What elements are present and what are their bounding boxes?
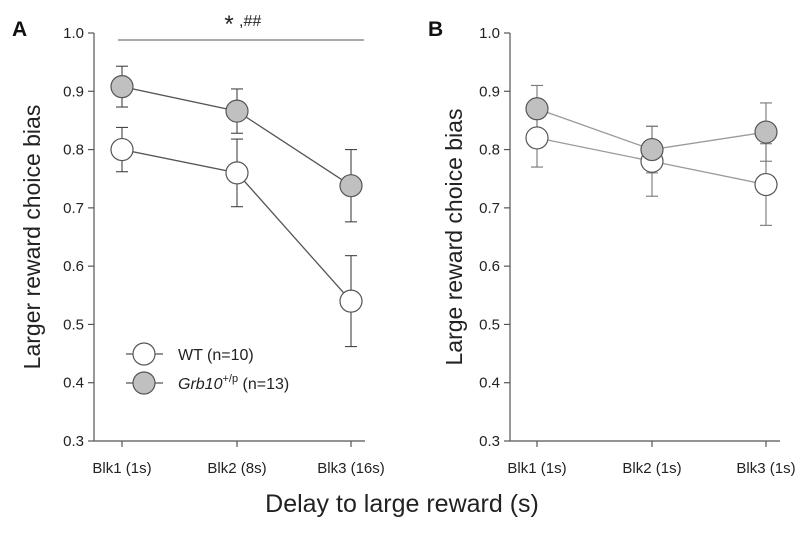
significance-star: * [224,11,233,38]
data-point [339,289,363,313]
y-tick-label: 0.4 [479,375,500,392]
y-tick-label: 0.6 [63,258,84,275]
panel-b: B 0.3 0.4 0.5 0.6 0.7 0.8 0.9 1.0 Blk1 (1s) Blk2 (… [428,18,796,477]
y-tick-label: 0.6 [479,258,500,275]
significance-hash: ,## [239,13,261,30]
y-axis-label: Large reward choice bias [441,109,467,366]
y-tick-label: 0.9 [479,83,500,100]
data-point [339,174,363,198]
x-tick-label: Blk2 (1s) [622,460,681,477]
y-tick-label: 0.3 [63,433,84,450]
data-point [754,172,778,197]
y-tick-label: 0.7 [63,200,84,217]
data-point [754,120,778,144]
data-point [225,99,249,123]
y-tick-label: 0.7 [479,200,500,217]
data-point [525,126,549,150]
x-tick-label: Blk3 (16s) [317,460,385,477]
panel-label: B [428,18,443,41]
y-axis-label: Larger reward choice bias [19,105,45,370]
y-tick-label: 0.9 [63,83,84,100]
x-tick-label: Blk2 (8s) [207,460,266,477]
data-point [110,75,134,99]
legend-label-grb10: Grb10+/p (n=13) [178,373,289,393]
y-tick-label: 0.4 [63,375,84,392]
panel-a: A 0.3 0.4 0.5 0.6 0.7 0.8 0.9 1.0 Blk1 (1s) Blk2 (… [12,11,385,477]
legend-gene-name: Grb10 [178,376,223,393]
legend-label-wt: WT (n=10) [178,347,254,364]
y-tick-label: 0.5 [63,316,84,333]
data-point [640,137,664,162]
legend-marker-wt [132,342,156,366]
legend-n-count: (n=13) [238,376,289,393]
x-tick-label: Blk1 (1s) [92,460,151,477]
data-point [110,137,134,162]
x-tick-label: Blk3 (1s) [736,460,795,477]
y-tick-label: 0.8 [479,142,500,159]
legend-marker-grb10 [132,371,156,395]
y-tick-label: 0.5 [479,316,500,333]
data-point [225,161,249,185]
legend-genotype-superscript: +/p [222,373,238,385]
panel-label: A [12,18,27,41]
x-tick-label: Blk1 (1s) [507,460,566,477]
y-tick-label: 1.0 [63,25,84,42]
legend: WT (n=10) Grb10+/p (n=13) [126,342,289,395]
data-point [525,97,549,121]
y-tick-label: 1.0 [479,25,500,42]
y-tick-label: 0.3 [479,433,500,450]
common-x-axis-label: Delay to large reward (s) [265,490,539,518]
y-tick-label: 0.8 [63,142,84,159]
